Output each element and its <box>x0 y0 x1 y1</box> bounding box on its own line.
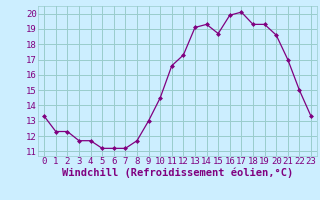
X-axis label: Windchill (Refroidissement éolien,°C): Windchill (Refroidissement éolien,°C) <box>62 168 293 178</box>
